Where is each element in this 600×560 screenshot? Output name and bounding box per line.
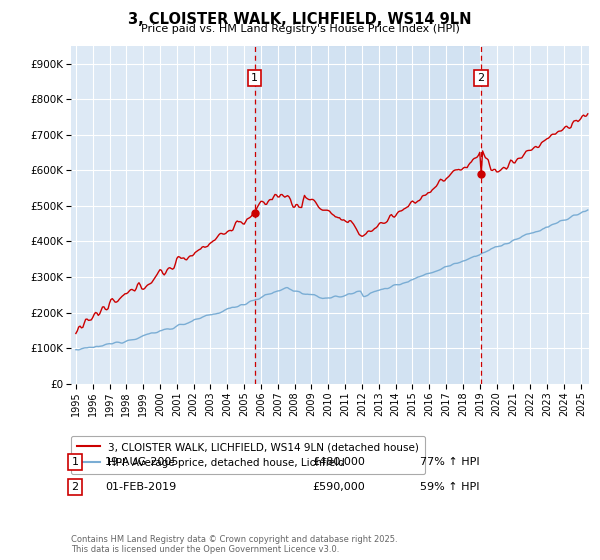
Legend: 3, CLOISTER WALK, LICHFIELD, WS14 9LN (detached house), HPI: Average price, deta: 3, CLOISTER WALK, LICHFIELD, WS14 9LN (d…	[71, 436, 425, 474]
Text: £480,000: £480,000	[312, 457, 365, 467]
Text: Price paid vs. HM Land Registry's House Price Index (HPI): Price paid vs. HM Land Registry's House …	[140, 24, 460, 34]
Text: £590,000: £590,000	[312, 482, 365, 492]
Text: 01-FEB-2019: 01-FEB-2019	[105, 482, 176, 492]
Text: 2: 2	[71, 482, 79, 492]
Text: 3, CLOISTER WALK, LICHFIELD, WS14 9LN: 3, CLOISTER WALK, LICHFIELD, WS14 9LN	[128, 12, 472, 27]
Text: 19-AUG-2005: 19-AUG-2005	[105, 457, 179, 467]
Text: 1: 1	[71, 457, 79, 467]
Text: 1: 1	[251, 73, 258, 83]
Bar	[255, 46, 481, 384]
Text: 59% ↑ HPI: 59% ↑ HPI	[420, 482, 479, 492]
Text: Contains HM Land Registry data © Crown copyright and database right 2025.
This d: Contains HM Land Registry data © Crown c…	[71, 535, 397, 554]
Text: 77% ↑ HPI: 77% ↑ HPI	[420, 457, 479, 467]
Text: 2: 2	[478, 73, 485, 83]
